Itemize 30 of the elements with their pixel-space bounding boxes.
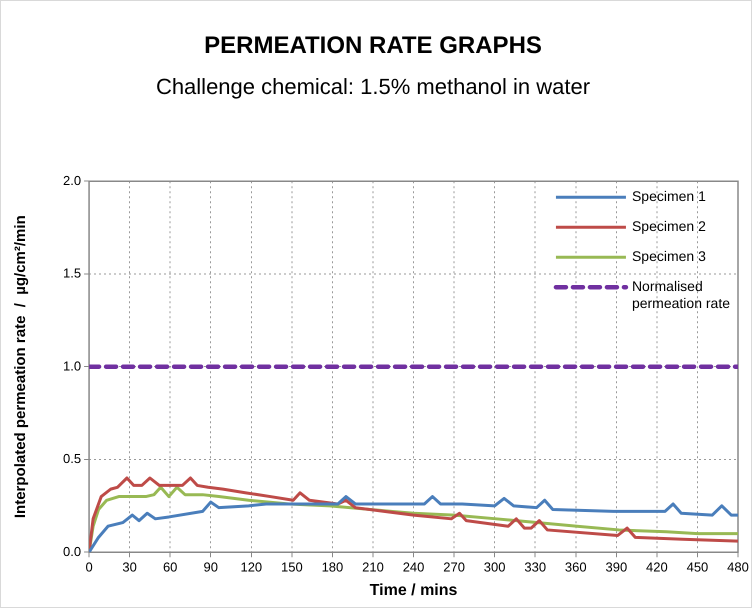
y-axis-title: Interpolated permeation rate / µg/cm²/min <box>12 215 30 518</box>
x-tick-label: 90 <box>204 560 218 575</box>
x-tick-label: 480 <box>727 560 749 575</box>
y-tick-label: 1.0 <box>62 358 82 374</box>
x-tick-label: 360 <box>564 560 587 575</box>
y-tick-label: 0.5 <box>62 451 82 466</box>
chart-title: PERMEATION RATE GRAPHS <box>204 32 542 60</box>
legend-label: Specimen 2 <box>632 218 706 234</box>
x-tick-label: 240 <box>402 560 424 575</box>
legend-label: Specimen 1 <box>632 188 706 204</box>
x-tick-label: 150 <box>281 560 303 575</box>
x-tick-label: 390 <box>605 560 628 575</box>
x-tick-label: 60 <box>162 560 178 575</box>
legend-label: Specimen 3 <box>632 248 706 264</box>
y-tick-label: 0.0 <box>62 544 82 559</box>
x-tick-label: 420 <box>646 560 668 575</box>
x-tick-label: 300 <box>484 560 506 575</box>
y-tick-label: 2.0 <box>62 172 82 188</box>
y-tick-label: 1.5 <box>62 266 82 281</box>
chart-subtitle: Challenge chemical: 1.5% methanol in water <box>156 74 590 100</box>
x-tick-label: 210 <box>362 560 384 575</box>
x-axis-title: Time / mins <box>370 582 458 599</box>
x-tick-label: 30 <box>122 560 137 575</box>
x-tick-label: 330 <box>524 560 546 575</box>
x-tick-label: 120 <box>240 560 262 575</box>
x-tick-label: 270 <box>443 560 465 575</box>
x-tick-label: 450 <box>686 560 708 575</box>
x-tick-label: 180 <box>322 560 344 575</box>
legend-label: Normalised permeation rate <box>632 278 730 312</box>
x-tick-label: 0 <box>85 560 93 575</box>
